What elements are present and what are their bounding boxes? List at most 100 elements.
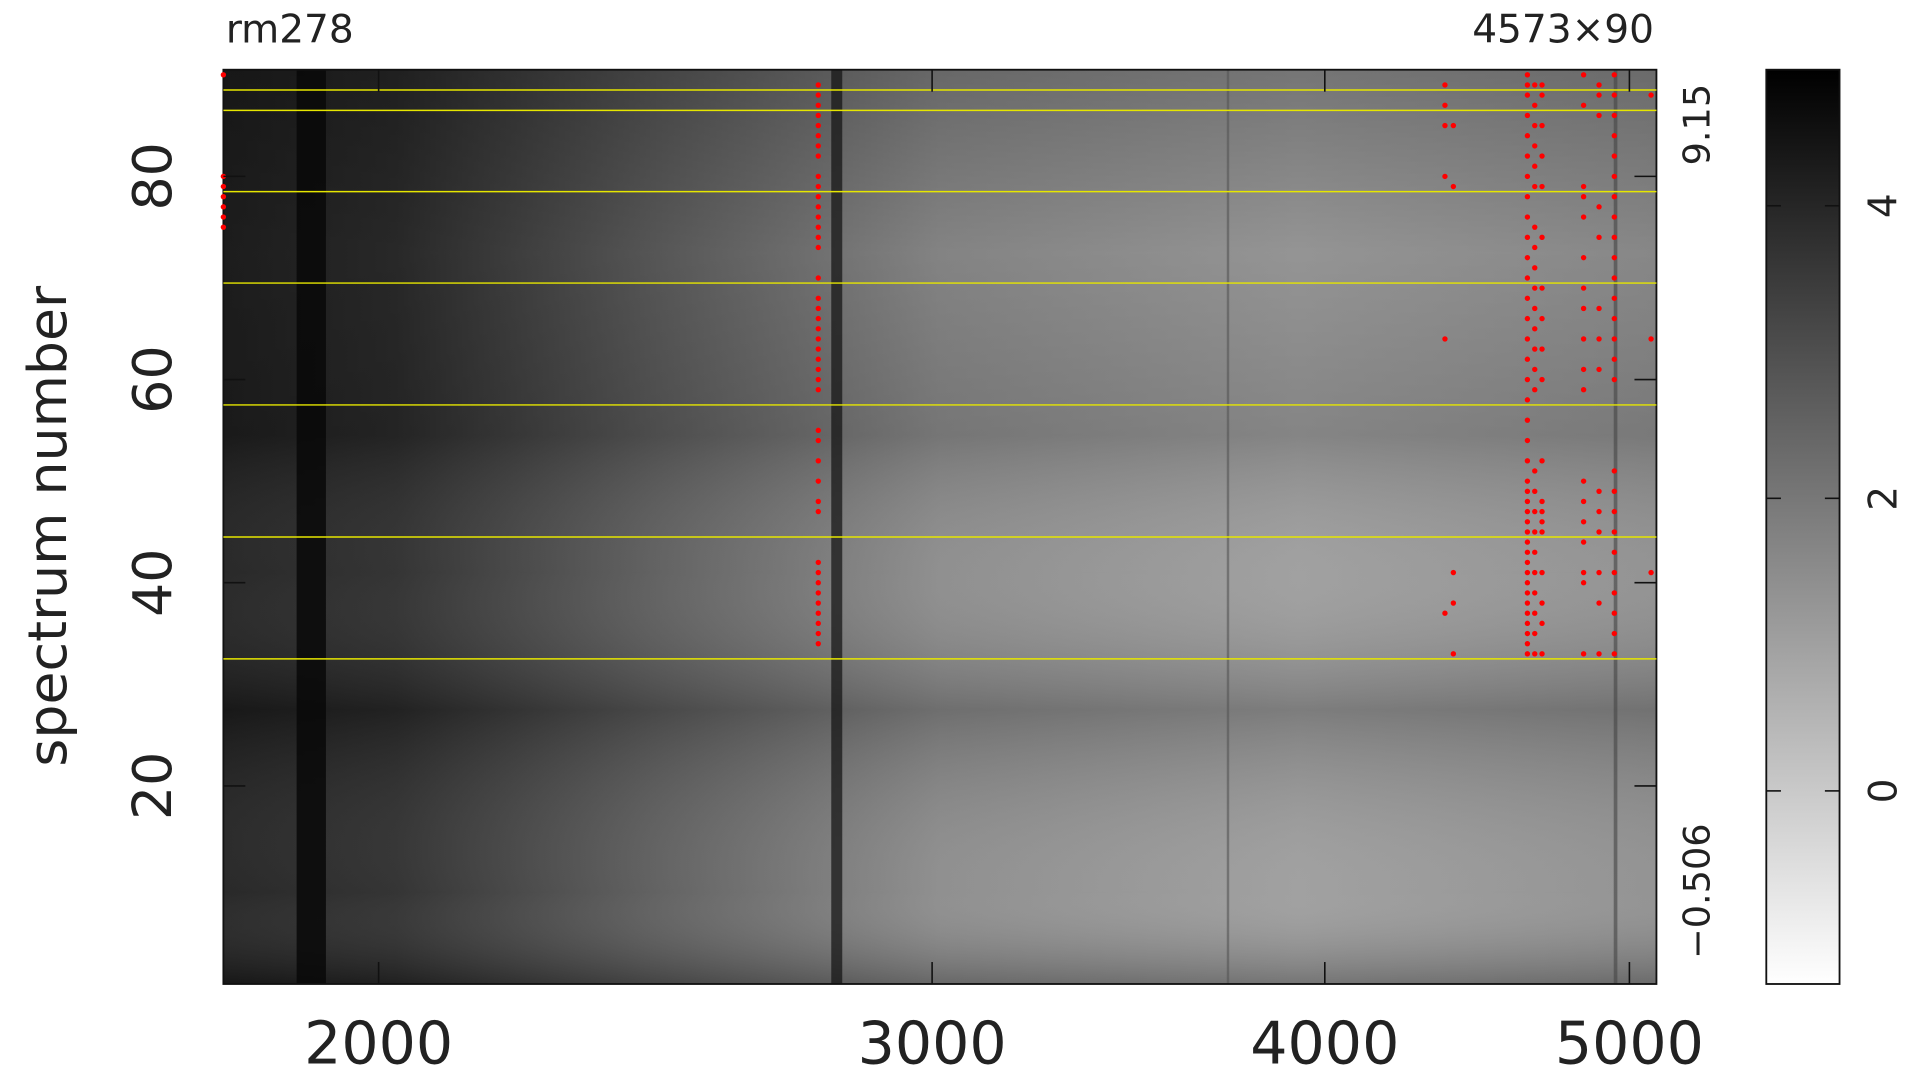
flag-point	[1524, 112, 1531, 119]
flag-point	[1611, 651, 1617, 657]
flag-point	[1580, 183, 1587, 190]
flag-point	[815, 244, 821, 251]
flag-point	[1524, 529, 1531, 535]
flag-point	[1524, 214, 1531, 220]
flag-point	[815, 437, 821, 444]
flag-point	[1524, 539, 1531, 545]
flag-point	[1611, 336, 1617, 342]
flag-point	[1524, 651, 1531, 657]
flag-point	[1524, 478, 1531, 484]
chart-subtitle: 4573×90	[1472, 7, 1654, 52]
flag-point	[1532, 468, 1538, 474]
flag-point	[1580, 194, 1587, 200]
flag-point	[1532, 122, 1538, 129]
flag-point	[1611, 153, 1617, 159]
colorbar	[1765, 68, 1841, 985]
flag-point	[1532, 143, 1538, 149]
flag-point	[815, 387, 821, 393]
flag-point	[815, 204, 821, 210]
flag-point	[1539, 620, 1545, 627]
min-label: −0.506	[1676, 823, 1719, 958]
flag-point	[1524, 133, 1531, 139]
flag-point	[1442, 102, 1448, 108]
flag-point	[1611, 610, 1617, 616]
flag-point	[1539, 376, 1545, 383]
flag-point	[1611, 630, 1617, 637]
flag-point	[1532, 224, 1538, 230]
flag-point	[815, 336, 821, 342]
flag-point	[1596, 366, 1602, 373]
y-tick-label: 20	[121, 752, 184, 820]
flag-point	[1611, 569, 1617, 576]
flag-point	[220, 214, 227, 220]
flag-point	[1611, 214, 1617, 220]
flag-point	[1532, 569, 1538, 576]
flag-point	[815, 580, 821, 586]
y-tick-label: 40	[121, 549, 184, 617]
flag-point	[815, 640, 821, 647]
flag-point	[1524, 630, 1531, 637]
flag-point	[1532, 651, 1538, 657]
flag-point	[1580, 478, 1587, 484]
flag-point	[1611, 234, 1617, 241]
flag-point	[1539, 519, 1545, 525]
flag-point	[1442, 610, 1448, 616]
flag-point	[815, 620, 821, 627]
colorbar-tick-label: 4	[1861, 193, 1906, 218]
flag-point	[815, 295, 821, 301]
flag-point	[1580, 366, 1587, 373]
flag-point	[1580, 214, 1587, 220]
flag-point	[1524, 437, 1531, 444]
flag-point	[1611, 173, 1617, 180]
flag-point	[1442, 173, 1448, 180]
flag-point	[1596, 651, 1602, 657]
flag-point	[1524, 458, 1531, 464]
flag-point	[1580, 539, 1587, 545]
heatmap-image	[223, 69, 1657, 984]
flag-point	[1580, 519, 1587, 525]
flag-point	[1580, 72, 1587, 78]
flag-point	[1611, 92, 1617, 98]
flag-point	[815, 326, 821, 332]
flag-point	[1532, 82, 1538, 88]
flag-point	[1524, 336, 1531, 342]
flag-point	[1524, 620, 1531, 627]
plot-frame	[222, 68, 1658, 985]
x-tick-label: 3000	[858, 1010, 1007, 1078]
flag-point	[815, 224, 821, 230]
flag-point	[1611, 529, 1617, 535]
flag-point	[1539, 529, 1545, 535]
flag-point	[1524, 254, 1531, 261]
flag-point	[1532, 508, 1538, 515]
flag-point	[815, 600, 821, 606]
flag-point	[1596, 488, 1602, 494]
flag-point	[1596, 508, 1602, 515]
flag-point	[815, 458, 821, 464]
flag-point	[1580, 569, 1587, 576]
flag-point	[1648, 569, 1654, 576]
flag-point	[1532, 265, 1538, 271]
flag-point	[1532, 346, 1538, 352]
flag-point	[815, 376, 821, 383]
flag-point	[1524, 549, 1531, 555]
flag-point	[815, 630, 821, 637]
flag-point	[1524, 569, 1531, 576]
flag-point	[815, 498, 821, 505]
flag-point	[1539, 508, 1545, 515]
flag-point	[1532, 326, 1538, 332]
flag-point	[1648, 336, 1654, 342]
flag-point	[1596, 529, 1602, 535]
flag-point	[815, 102, 821, 108]
flag-point	[1580, 336, 1587, 342]
flag-point	[815, 194, 821, 200]
flag-point	[1539, 569, 1545, 576]
flag-point	[1532, 244, 1538, 251]
flag-point	[1539, 346, 1545, 352]
flag-point	[1611, 488, 1617, 494]
flag-point	[1524, 173, 1531, 180]
flag-point	[815, 173, 821, 180]
flag-point	[1596, 82, 1602, 88]
flag-point	[815, 214, 821, 220]
flag-point	[1611, 112, 1617, 119]
